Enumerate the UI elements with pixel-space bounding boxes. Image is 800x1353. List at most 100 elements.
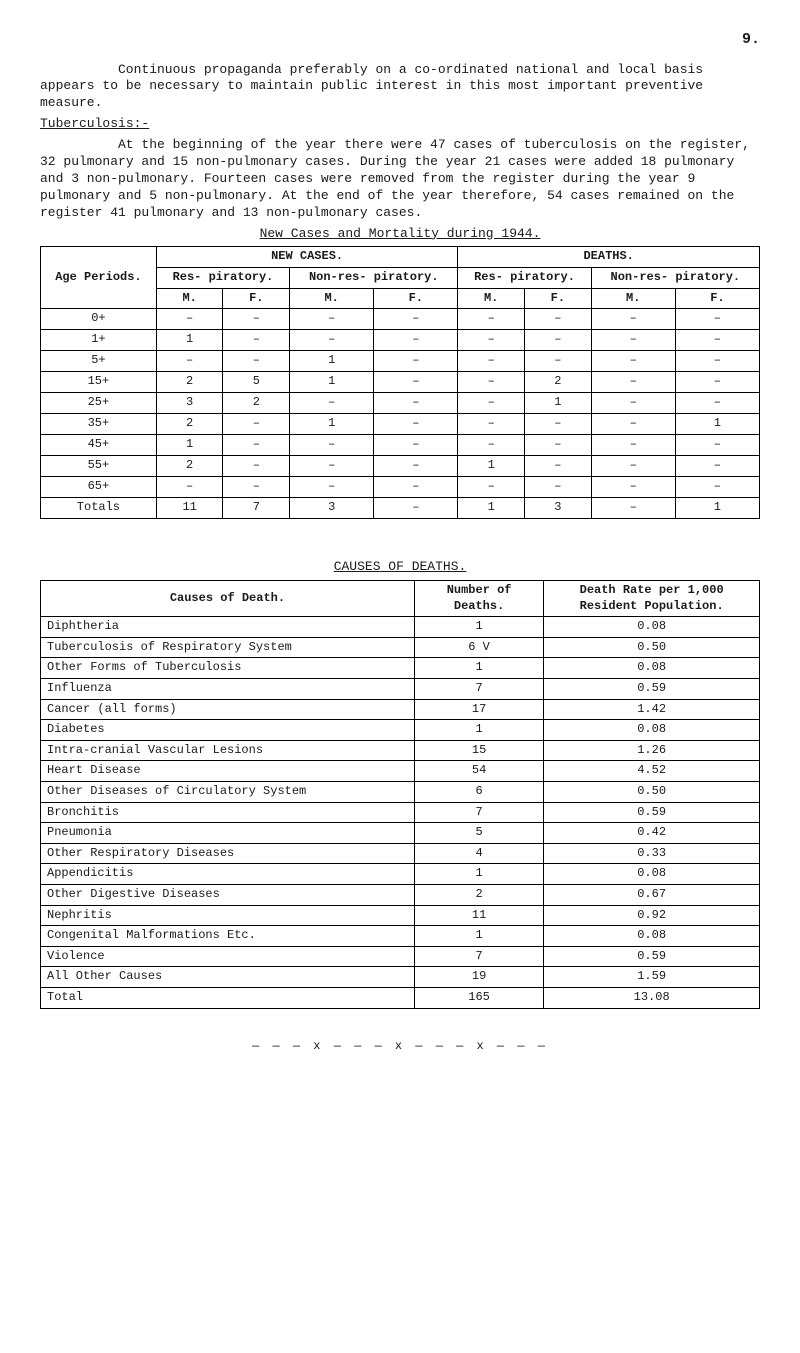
cell: 1 [675, 414, 759, 435]
num-cell: 7 [414, 802, 543, 823]
cell: – [374, 372, 458, 393]
cell: – [290, 477, 374, 498]
th-m: M. [591, 288, 675, 309]
th-m: M. [156, 288, 223, 309]
cell: – [591, 351, 675, 372]
th-age: Age Periods. [41, 247, 157, 309]
rate-cell: 0.08 [544, 864, 760, 885]
cell: 7 [223, 498, 290, 519]
rate-cell: 1.42 [544, 699, 760, 720]
cell: – [156, 309, 223, 330]
cell: – [591, 414, 675, 435]
num-cell: 1 [414, 720, 543, 741]
th-rate: Death Rate per 1,000 Resident Population… [544, 581, 760, 617]
num-cell: 19 [414, 967, 543, 988]
cell: 2 [223, 393, 290, 414]
rate-cell: 0.50 [544, 637, 760, 658]
cell: – [458, 372, 525, 393]
cell: 5 [223, 372, 290, 393]
cell: – [223, 351, 290, 372]
cell: – [525, 351, 592, 372]
num-cell: 1 [414, 864, 543, 885]
cell: – [591, 330, 675, 351]
cell: 3 [156, 393, 223, 414]
cell: – [374, 435, 458, 456]
cell: 0+ [41, 309, 157, 330]
cell: – [675, 435, 759, 456]
cell: 55+ [41, 456, 157, 477]
cause-cell: Other Forms of Tuberculosis [41, 658, 415, 679]
cause-cell: Other Diseases of Circulatory System [41, 782, 415, 803]
cell: – [290, 330, 374, 351]
cell: – [525, 477, 592, 498]
num-cell: 2 [414, 884, 543, 905]
rate-cell: 0.92 [544, 905, 760, 926]
cell: 2 [156, 414, 223, 435]
cell: – [458, 330, 525, 351]
cause-cell: Intra-cranial Vascular Lesions [41, 740, 415, 761]
cell: – [525, 456, 592, 477]
cell: – [374, 456, 458, 477]
cell: – [223, 456, 290, 477]
cell: – [290, 393, 374, 414]
cause-cell: Heart Disease [41, 761, 415, 782]
rate-cell: 0.08 [544, 617, 760, 638]
cell: 2 [156, 372, 223, 393]
cause-cell: Diphtheria [41, 617, 415, 638]
rate-cell: 0.50 [544, 782, 760, 803]
cause-cell: Other Respiratory Diseases [41, 843, 415, 864]
rate-cell: 0.59 [544, 802, 760, 823]
cause-cell: Diabetes [41, 720, 415, 741]
cell: – [458, 414, 525, 435]
rate-cell: 0.33 [544, 843, 760, 864]
paragraph-1: Continuous propaganda preferably on a co… [40, 62, 760, 113]
cell: – [290, 309, 374, 330]
cell: – [156, 351, 223, 372]
cell: – [458, 435, 525, 456]
cell: 25+ [41, 393, 157, 414]
cell: – [591, 498, 675, 519]
cell: – [374, 414, 458, 435]
cell: 3 [290, 498, 374, 519]
cell: – [458, 309, 525, 330]
num-cell: 1 [414, 658, 543, 679]
cell: 1 [290, 414, 374, 435]
cell: – [591, 393, 675, 414]
rate-cell: 0.67 [544, 884, 760, 905]
table2-caption: CAUSES OF DEATHS. [40, 559, 760, 576]
th-f: F. [223, 288, 290, 309]
cell: – [525, 435, 592, 456]
th-deaths: DEATHS. [458, 247, 760, 268]
cause-cell: Nephritis [41, 905, 415, 926]
page-number: 9. [40, 30, 760, 50]
total-n: 165 [414, 987, 543, 1008]
cell: – [675, 393, 759, 414]
cell: 1 [290, 372, 374, 393]
cell: – [290, 456, 374, 477]
cell: 1 [525, 393, 592, 414]
cell: 11 [156, 498, 223, 519]
cause-cell: Violence [41, 946, 415, 967]
cell: – [591, 372, 675, 393]
rate-cell: 0.08 [544, 658, 760, 679]
cell: – [290, 435, 374, 456]
cell: – [223, 309, 290, 330]
cell: – [374, 330, 458, 351]
cell: – [675, 351, 759, 372]
paragraph-2: At the beginning of the year there were … [40, 137, 760, 221]
num-cell: 6 V [414, 637, 543, 658]
total-r: 13.08 [544, 987, 760, 1008]
cell: – [156, 477, 223, 498]
cell: 2 [525, 372, 592, 393]
cell: 1+ [41, 330, 157, 351]
th-nonres-r: Non-res- piratory. [591, 268, 759, 289]
rate-cell: 0.42 [544, 823, 760, 844]
th-f: F. [374, 288, 458, 309]
num-cell: 5 [414, 823, 543, 844]
cell: – [675, 372, 759, 393]
cell: – [458, 393, 525, 414]
num-cell: 11 [414, 905, 543, 926]
rate-cell: 1.26 [544, 740, 760, 761]
cell: – [458, 351, 525, 372]
cell: 1 [156, 435, 223, 456]
